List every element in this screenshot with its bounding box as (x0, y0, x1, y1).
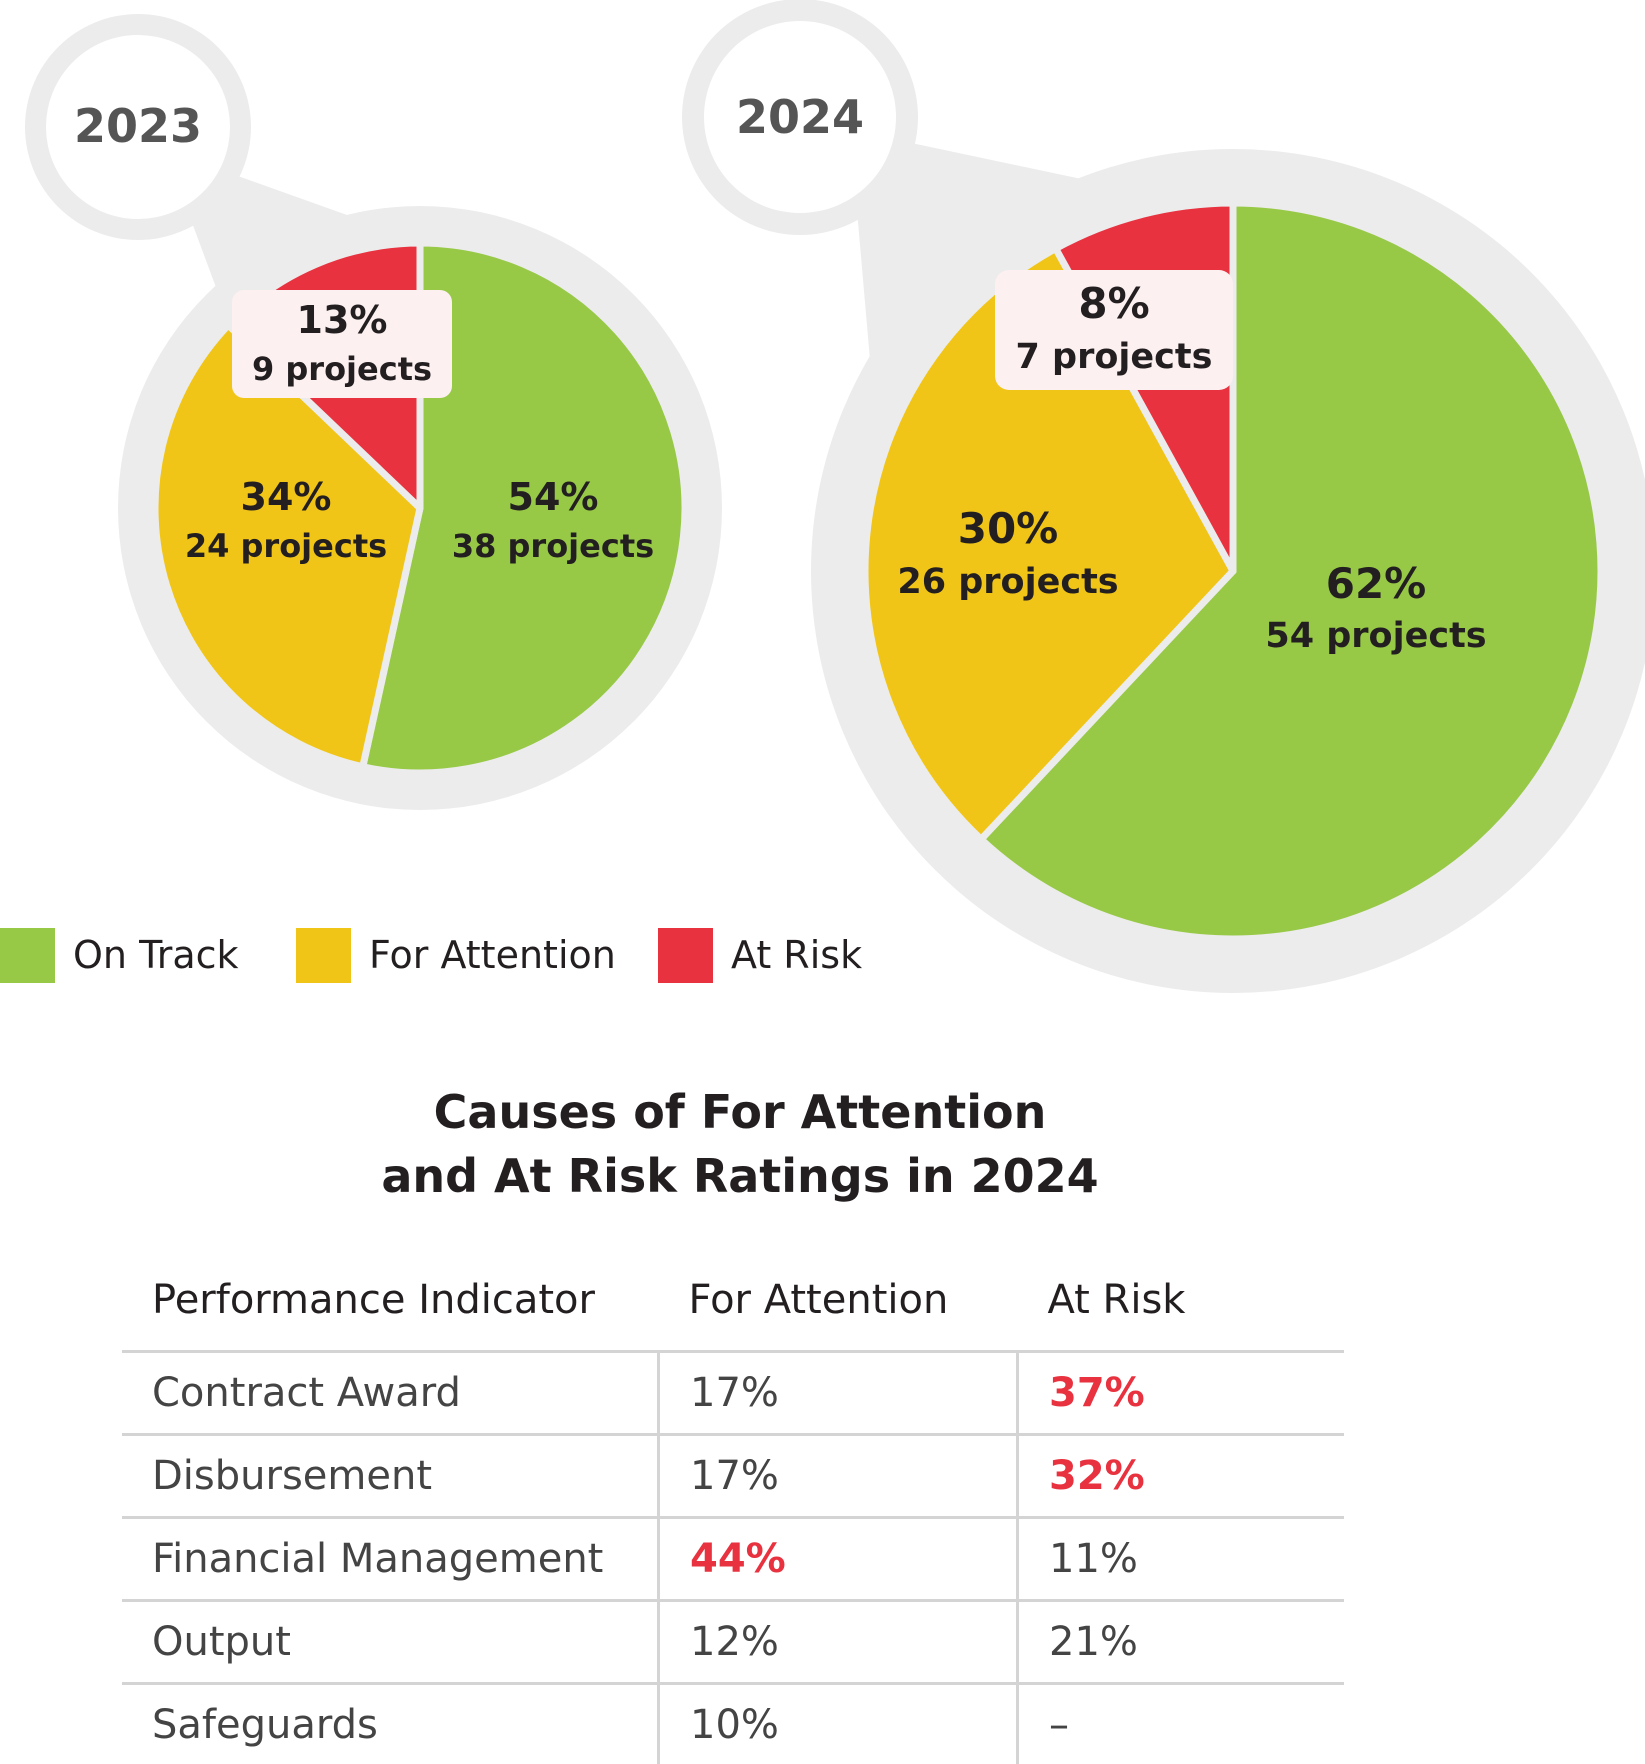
year-label-2023: 2023 (74, 99, 202, 153)
cell-indicator: Output (122, 1599, 659, 1684)
table-header-row: Performance Indicator For Attention At R… (122, 1250, 1344, 1352)
legend-item-for-attention: For Attention (296, 927, 616, 983)
causes-table: Performance Indicator For Attention At R… (122, 1250, 1344, 1764)
table-title-line-1: Causes of For Attention (433, 1085, 1047, 1139)
pie-2024-for-attention-percent: 30% (958, 504, 1059, 553)
cell-at-risk: – (1016, 1682, 1344, 1764)
cell-for-attention: 44% (657, 1516, 1018, 1601)
pie-2024-at-risk-projects: 7 projects (1016, 337, 1213, 377)
legend-item-on-track: On Track (0, 927, 239, 983)
pie-2024-for-attention-projects: 26 projects (897, 562, 1118, 602)
table-row: Output 12% 21% (122, 1599, 1344, 1684)
at-risk-label-box-2024 (995, 270, 1233, 390)
cell-indicator: Disbursement (122, 1433, 659, 1518)
at-risk-label-box-2023 (232, 290, 452, 398)
pie-2023-on-track-projects: 38 projects (452, 527, 654, 565)
pie-slice-for-attention (151, 321, 424, 771)
table-row: Disbursement 17% 32% (122, 1433, 1344, 1518)
cell-for-attention: 17% (657, 1350, 1018, 1435)
pie-slice-on-track (977, 199, 1605, 943)
cell-indicator: Safeguards (122, 1682, 659, 1764)
cell-indicator: Contract Award (122, 1350, 659, 1435)
table-row: Financial Management 44% 11% (122, 1516, 1344, 1601)
pie-2024-on-track-projects: 54 projects (1265, 616, 1486, 656)
cell-at-risk: 32% (1016, 1433, 1344, 1518)
cell-at-risk: 21% (1016, 1599, 1344, 1684)
pie-2023-for-attention-percent: 34% (241, 475, 332, 519)
cell-for-attention: 12% (657, 1599, 1018, 1684)
legend-item-at-risk: At Risk (658, 927, 862, 983)
pie-2024-on-track-percent: 62% (1326, 559, 1427, 608)
cell-for-attention: 10% (657, 1682, 1018, 1764)
table-row: Safeguards 10% – (122, 1682, 1344, 1764)
header-for-attention: For Attention (688, 1277, 949, 1323)
pie-2023-at-risk-percent: 13% (297, 298, 388, 342)
legend-label-at-risk: At Risk (731, 933, 863, 977)
legend-label-for-attention: For Attention (369, 933, 616, 977)
pie-2023-for-attention-projects: 24 projects (185, 527, 387, 565)
table-title: Causes of For Attention and At Risk Rati… (0, 1080, 1480, 1208)
pie-2024-at-risk-percent: 8% (1078, 279, 1149, 328)
header-at-risk: At Risk (1047, 1277, 1186, 1323)
table-row: Contract Award 17% 37% (122, 1350, 1344, 1435)
table-title-line-2: and At Risk Ratings in 2024 (381, 1149, 1099, 1203)
legend-swatch-for-attention (296, 927, 351, 983)
legend-label-on-track: On Track (73, 933, 239, 977)
pie-2023-on-track-percent: 54% (508, 475, 599, 519)
year-label-2024: 2024 (736, 90, 864, 144)
pie-slice-for-attention (861, 245, 1237, 843)
legend-swatch-on-track (0, 927, 55, 983)
header-performance-indicator: Performance Indicator (152, 1277, 595, 1323)
cell-at-risk: 11% (1016, 1516, 1344, 1601)
cell-at-risk: 37% (1016, 1350, 1344, 1435)
pie-2023-at-risk-projects: 9 projects (252, 350, 432, 388)
cell-indicator: Financial Management (122, 1516, 659, 1601)
cell-for-attention: 17% (657, 1433, 1018, 1518)
pie-charts: 2023 2024 13% 9 projects 34% 24 projects… (25, 0, 1645, 993)
legend-swatch-at-risk (658, 927, 713, 983)
